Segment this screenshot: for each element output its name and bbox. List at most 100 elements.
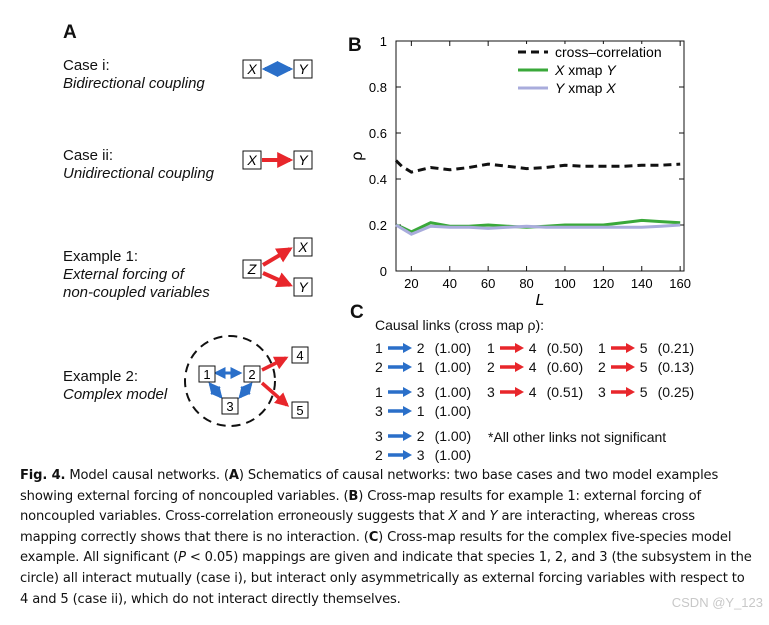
link-to: 3 <box>416 384 425 400</box>
example1-subtitle-2: non-coupled variables <box>63 284 210 301</box>
y-axis-label: ρ <box>349 151 366 160</box>
x-tick-label: 40 <box>443 276 457 291</box>
y-tick-label: 1 <box>380 34 387 49</box>
case2-node-y <box>293 150 313 170</box>
link-value: (0.25) <box>657 384 695 400</box>
link-from: 2 <box>375 359 383 375</box>
example1-node-z-label: Z <box>247 261 257 277</box>
link-to-5 <box>260 381 290 407</box>
causal-link-row: 1 2 (1.00) <box>375 340 471 356</box>
significance-note: *All other links not significant <box>488 429 667 445</box>
link-value: (0.51) <box>546 384 584 400</box>
causal-link-row: 2 5 (0.13) <box>598 359 694 375</box>
causal-link-row: 1 4 (0.50) <box>487 340 583 356</box>
causal-link-row: 3 4 (0.51) <box>487 384 583 400</box>
panel-b-label: B <box>348 35 362 56</box>
link-to: 1 <box>416 403 425 419</box>
link-to: 3 <box>416 447 425 463</box>
species-node-5-label: 5 <box>296 403 303 418</box>
caption-text: are interacting, whereas cross mapping c… <box>20 509 695 545</box>
link-value: (0.60) <box>546 359 584 375</box>
caption-ref-a: A <box>228 468 239 483</box>
link-value: (1.00) <box>434 428 472 444</box>
case1-diagram: X Y <box>242 59 313 79</box>
causal-link-row: 3 1 (1.00) <box>375 403 471 419</box>
species-node-4 <box>291 346 309 364</box>
link-to: 5 <box>639 340 648 356</box>
link-to: 2 <box>416 340 425 356</box>
link-from: 2 <box>487 359 495 375</box>
case1-text: Case i: Bidirectional coupling <box>63 57 205 93</box>
link-value: (1.00) <box>434 340 472 356</box>
example1-title: Example 1: <box>63 248 139 265</box>
species-node-2-label: 2 <box>248 367 255 382</box>
y-tick-label: 0.6 <box>369 126 387 141</box>
caption-ref-c: C <box>368 529 379 545</box>
case2-node-x-label: X <box>246 152 257 168</box>
link-value: (1.00) <box>434 359 472 375</box>
link-from: 1 <box>375 384 383 400</box>
species-node-1 <box>198 365 216 383</box>
link-from: 1 <box>487 340 495 356</box>
x-tick-label: 80 <box>519 276 533 291</box>
causal-link-row: 2 1 (1.00) <box>375 359 471 375</box>
y-tick-label: 0.4 <box>369 172 387 187</box>
caption-var-p: P <box>178 550 186 566</box>
example1-text: Example 1: External forcing of non-coupl… <box>63 248 210 302</box>
example1-node-x <box>293 237 313 257</box>
x-tick-label: 140 <box>631 276 653 291</box>
species-node-3 <box>221 397 239 415</box>
causal-link-row: 3 2 (1.00) <box>375 428 471 444</box>
link-arrow-icon <box>387 343 412 353</box>
figure-caption: Fig. 4. Model causal networks. (A) Schem… <box>20 466 755 610</box>
example1-subtitle-1: External forcing of <box>63 266 184 283</box>
link-from: 2 <box>598 359 606 375</box>
legend-box <box>510 44 678 104</box>
link-2-3 <box>238 382 253 399</box>
case2-title: Case ii: <box>63 147 114 164</box>
case1-node-y-label: Y <box>298 61 309 77</box>
forcing-arrow-y <box>262 271 293 288</box>
link-arrow-icon <box>610 362 635 372</box>
link-arrow-icon <box>499 343 524 353</box>
link-from: 3 <box>487 384 495 400</box>
causal-link-row: 3 5 (0.25) <box>598 384 694 400</box>
link-arrow-icon <box>387 406 412 416</box>
subsystem-circle <box>184 335 276 427</box>
link-arrow-icon <box>387 450 412 460</box>
cross-map-chart: 20 40 60 80 100 120 140 160 0 0.2 0.4 0.6 0.8 1 Lρ cros… <box>349 34 691 309</box>
causal-link-row: 2 4 (0.60) <box>487 359 583 375</box>
forcing-arrow-x <box>261 247 293 267</box>
example1-node-y <box>293 277 313 297</box>
link-arrow-icon <box>499 387 524 397</box>
caption-text: ) Cross-map results for example 1: exter… <box>20 488 701 525</box>
example2-text: Example 2: Complex model <box>63 368 167 404</box>
caption-fig-label: Fig. 4. <box>20 468 66 483</box>
watermark: CSDN @Y_123 <box>671 595 763 610</box>
species-node-1-label: 1 <box>203 367 210 382</box>
x-tick-label: 120 <box>593 276 615 291</box>
species-node-2 <box>243 365 261 383</box>
link-1-3 <box>208 382 223 399</box>
legend-label-1: X xmap Y <box>554 62 617 78</box>
caption-text: and <box>457 509 490 525</box>
case1-node-y <box>293 59 313 79</box>
species-node-4-label: 4 <box>296 348 303 363</box>
link-value: (1.00) <box>434 403 472 419</box>
link-from: 3 <box>375 428 383 444</box>
link-from: 3 <box>598 384 606 400</box>
link-to: 1 <box>416 359 425 375</box>
link-from: 2 <box>375 447 383 463</box>
caption-text: ) Schematics of causal networks: two bas… <box>20 468 719 504</box>
link-from: 1 <box>598 340 606 356</box>
case1-node-x-label: X <box>246 61 257 77</box>
example1-diagram: Z X Y <box>242 237 313 297</box>
legend-label-2: Y xmap X <box>555 80 616 96</box>
example2-title: Example 2: <box>63 368 139 385</box>
link-value: (1.00) <box>434 384 472 400</box>
x-tick-label: 20 <box>404 276 418 291</box>
link-to: 5 <box>639 359 648 375</box>
series-line-0 <box>394 159 681 174</box>
series-line-2 <box>395 223 681 236</box>
example2-diagram: 1 2 3 4 5 <box>184 335 309 427</box>
